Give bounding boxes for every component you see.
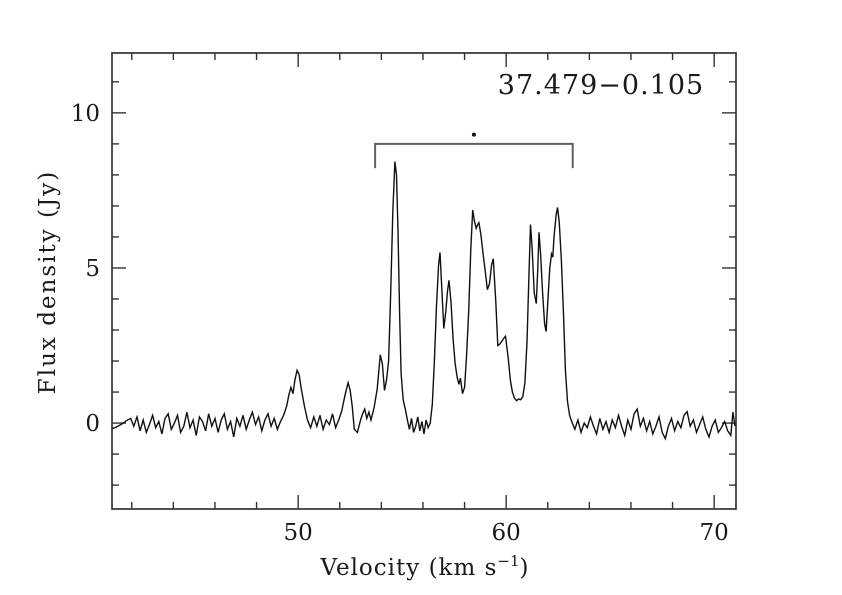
source-name-title: 37.479−0.105 [497,70,705,101]
spectrum-line [111,161,736,441]
plot-frame [111,52,737,510]
x-axis-label-exponent: −1 [497,552,520,570]
x-axis-label-text: Velocity (km s [320,555,498,581]
bracket-dot-marker [471,132,476,137]
y-tick-label: 10 [71,101,100,127]
velocity-range-bracket [374,142,574,169]
x-axis-label: Velocity (km s−1) [275,552,575,581]
x-tick-label: 60 [492,520,521,546]
x-tick-label: 70 [700,520,729,546]
y-axis-label: Flux density (Jy) [35,169,61,395]
y-tick-label: 5 [85,256,100,282]
x-axis-label-close-paren: ) [519,555,530,581]
x-tick-label: 50 [284,520,313,546]
y-tick-label: 0 [85,411,100,437]
